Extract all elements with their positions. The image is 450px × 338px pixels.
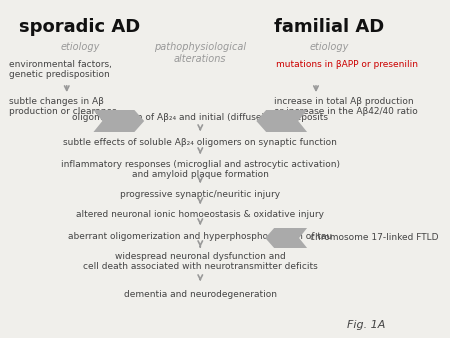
Text: inflammatory responses (microglial and astrocytic activation)
and amyloid plaque: inflammatory responses (microglial and a… xyxy=(61,160,340,179)
Text: oligomerization of Aβ₂₄ and initial (diffuse) Aβ₂₄ deposits: oligomerization of Aβ₂₄ and initial (dif… xyxy=(72,113,328,122)
Text: subtle changes in Aβ
production or clearance: subtle changes in Aβ production or clear… xyxy=(9,97,117,116)
Text: Fig. 1A: Fig. 1A xyxy=(347,320,386,330)
Text: etiology: etiology xyxy=(60,42,100,52)
Text: widespread neuronal dysfunction and
cell death associated with neurotransmitter : widespread neuronal dysfunction and cell… xyxy=(83,252,318,271)
Text: etiology: etiology xyxy=(310,42,349,52)
Text: dementia and neurodegeneration: dementia and neurodegeneration xyxy=(124,290,277,299)
Text: pathophysiological
alterations: pathophysiological alterations xyxy=(154,42,246,64)
Polygon shape xyxy=(256,110,307,132)
Polygon shape xyxy=(94,110,144,132)
Text: familial AD: familial AD xyxy=(274,18,384,36)
Text: progressive synaptic/neuritic injury: progressive synaptic/neuritic injury xyxy=(120,190,280,199)
Text: aberrant oligomerization and hyperphosphorylation of tau: aberrant oligomerization and hyperphosph… xyxy=(68,232,333,241)
Text: subtle effects of soluble Aβ₂₄ oligomers on synaptic function: subtle effects of soluble Aβ₂₄ oligomers… xyxy=(63,138,337,147)
Polygon shape xyxy=(265,228,307,248)
Text: mutations in βAPP or presenilin: mutations in βAPP or presenilin xyxy=(276,60,418,69)
Text: increase in total Aβ production
or increase in the Aβ42/40 ratio: increase in total Aβ production or incre… xyxy=(274,97,418,116)
Text: environmental factors,
genetic predisposition: environmental factors, genetic predispos… xyxy=(9,60,112,79)
Text: sporadic AD: sporadic AD xyxy=(19,18,141,36)
Text: chromosome 17-linked FTLD: chromosome 17-linked FTLD xyxy=(310,234,438,242)
Text: altered neuronal ionic homoeostasis & oxidative injury: altered neuronal ionic homoeostasis & ox… xyxy=(76,210,324,219)
